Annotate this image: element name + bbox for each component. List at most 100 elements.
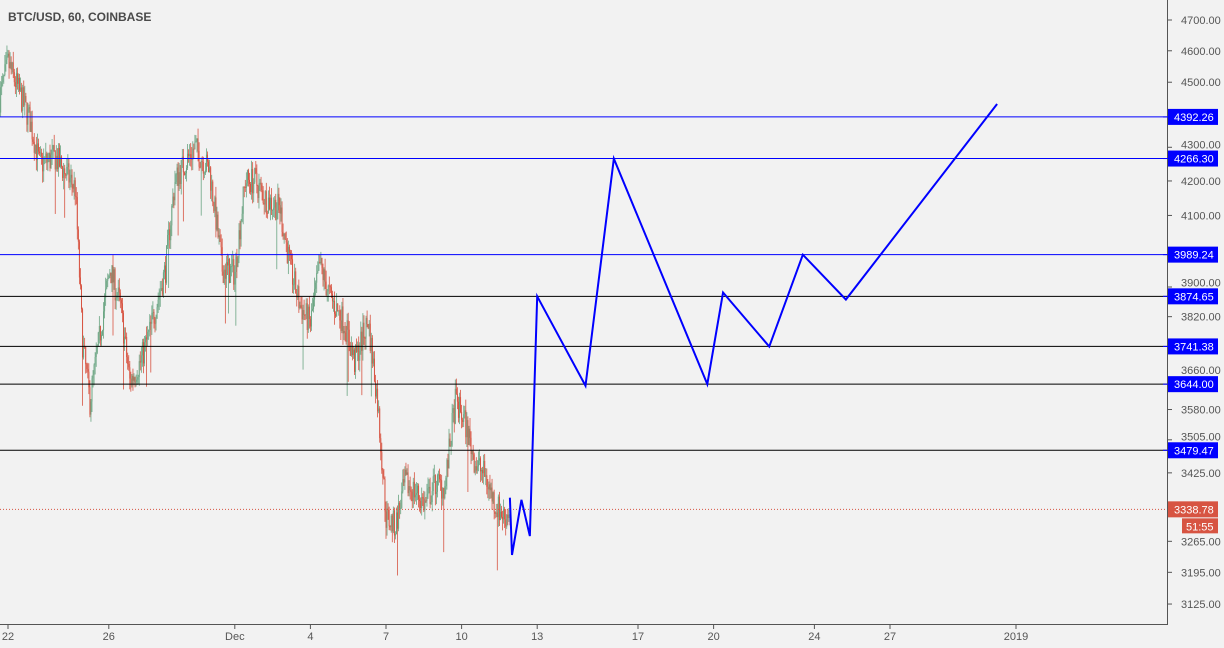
candle-body — [430, 501, 432, 504]
candle-body — [316, 273, 318, 283]
candle-body — [262, 190, 264, 204]
candle-body — [5, 59, 7, 65]
level-price-label: 4392.26 — [1174, 112, 1214, 124]
candle-body — [170, 225, 172, 241]
candle-body — [238, 230, 240, 259]
candle-body — [441, 480, 443, 499]
candle-body — [274, 199, 276, 208]
candle-body — [216, 214, 218, 230]
candle-body — [434, 475, 436, 495]
candle-body — [107, 278, 109, 281]
candle-body — [435, 491, 437, 495]
candle-body — [149, 321, 151, 330]
candle-body — [300, 305, 302, 308]
candle-body — [67, 163, 69, 167]
candle-body — [153, 311, 155, 324]
candle-body — [245, 183, 247, 188]
candle-body — [333, 300, 334, 302]
candle-body — [115, 297, 117, 301]
candle-body — [340, 320, 342, 331]
candle-body — [99, 325, 101, 341]
candle-body — [373, 358, 375, 382]
candle-body — [330, 287, 332, 294]
candle-body — [83, 345, 85, 358]
candle-body — [440, 479, 442, 481]
candle-body — [195, 141, 197, 143]
candle-body — [88, 371, 90, 388]
candle-body — [315, 282, 317, 289]
candle-body — [73, 180, 75, 189]
candle-body — [494, 511, 496, 514]
candle-body — [183, 172, 185, 175]
candle-body — [229, 259, 231, 283]
candle-body — [289, 252, 291, 255]
candle-body — [370, 337, 372, 351]
candle-body — [114, 269, 116, 301]
candle-body — [364, 338, 366, 339]
candle-body — [47, 158, 49, 163]
candle-body — [387, 508, 389, 511]
candle-body — [454, 388, 456, 424]
candle-body — [36, 143, 38, 161]
candle-body — [407, 472, 409, 494]
candle-body — [365, 317, 367, 339]
candle-body — [410, 490, 412, 492]
candle-body — [503, 509, 505, 520]
candle-body — [210, 167, 212, 191]
candle-body — [171, 205, 173, 226]
candle-body — [392, 510, 394, 532]
candle-body — [369, 323, 371, 351]
candle-body — [406, 472, 408, 475]
candle-body — [379, 408, 381, 439]
candle-body — [432, 476, 434, 492]
candle-body — [120, 300, 122, 304]
candle-body — [53, 145, 55, 152]
candle-body — [470, 437, 472, 455]
countdown-label-bg — [1182, 518, 1218, 534]
candle-body — [261, 184, 263, 191]
candle-body — [190, 154, 192, 159]
candle-body — [436, 475, 438, 492]
candle-body — [154, 323, 156, 325]
candle-body — [221, 247, 223, 272]
candle-body — [393, 510, 395, 536]
candle-body — [492, 492, 494, 502]
candle-body — [339, 310, 341, 321]
candle-body — [182, 156, 184, 173]
candle-body — [488, 484, 490, 490]
candle-body — [350, 345, 352, 356]
candle-body — [234, 271, 236, 285]
candle-body — [25, 96, 27, 103]
candle-body — [480, 458, 481, 472]
candle-body — [102, 330, 103, 335]
candle-body — [456, 393, 458, 402]
y-tick-label: 4200.00 — [1181, 176, 1221, 188]
candle-body — [412, 481, 414, 502]
candle-body — [127, 357, 129, 364]
candle-body — [44, 157, 46, 159]
candle-body — [405, 469, 407, 475]
candle-body — [357, 344, 359, 352]
candle-body — [297, 286, 299, 298]
candle-body — [136, 379, 138, 382]
candle-body — [10, 62, 12, 70]
candle-body — [460, 397, 462, 412]
candle-body — [77, 229, 79, 242]
candle-body — [32, 139, 34, 142]
candle-body — [177, 167, 179, 186]
candle-body — [178, 172, 180, 186]
candle-body — [95, 352, 97, 357]
level-price-label-bg — [1168, 108, 1218, 125]
x-tick-label: 10 — [455, 631, 467, 643]
candle-body — [133, 377, 135, 381]
candle-body — [499, 511, 501, 521]
y-tick-label: 4100.00 — [1181, 210, 1221, 222]
candle-body — [302, 310, 304, 320]
candle-body — [243, 186, 245, 188]
candle-body — [303, 310, 305, 315]
candle-body — [466, 420, 468, 438]
candle-body — [414, 494, 416, 498]
candle-body — [467, 420, 469, 445]
level-price-label-bg — [1168, 246, 1218, 263]
